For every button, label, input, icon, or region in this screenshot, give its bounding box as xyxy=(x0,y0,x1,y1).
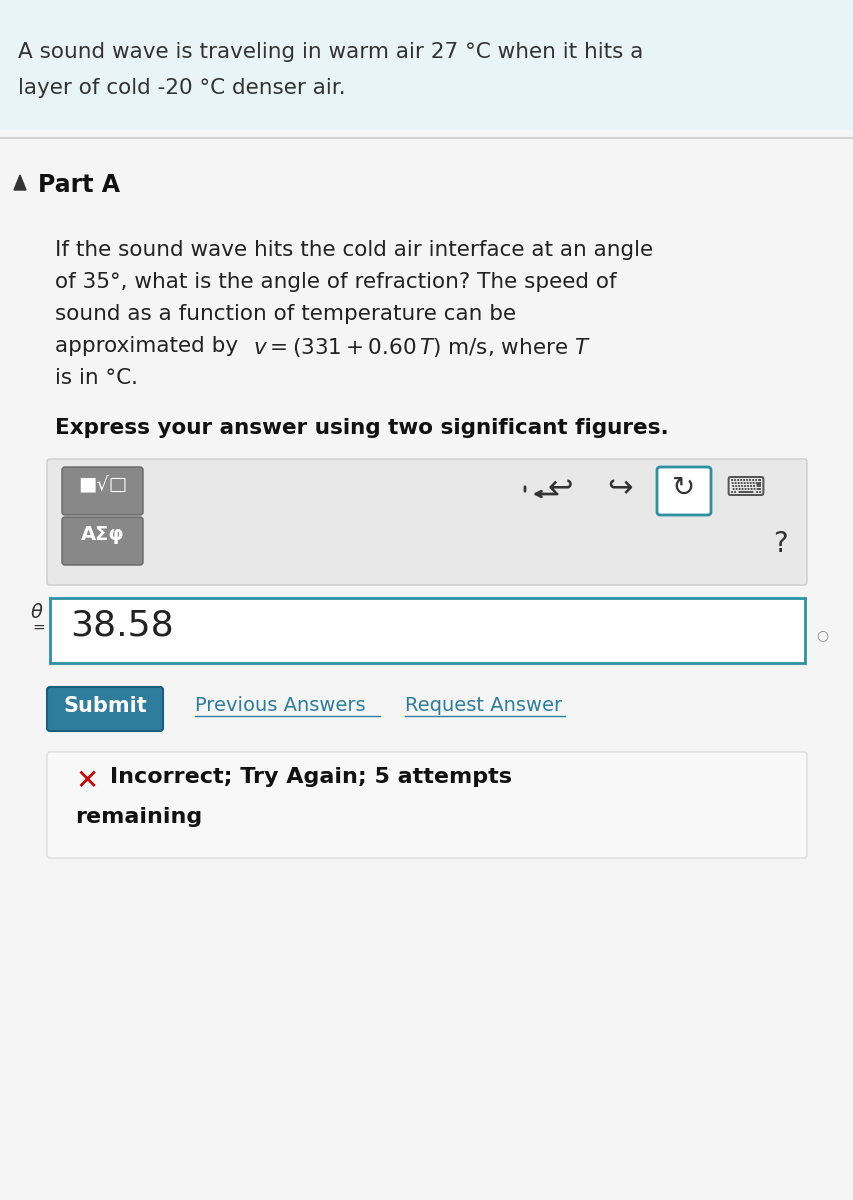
Text: Express your answer using two significant figures.: Express your answer using two significan… xyxy=(55,418,668,438)
Text: is in °C.: is in °C. xyxy=(55,368,138,388)
Text: remaining: remaining xyxy=(75,806,202,827)
FancyBboxPatch shape xyxy=(47,686,163,731)
Text: AΣφ: AΣφ xyxy=(81,526,125,544)
FancyBboxPatch shape xyxy=(0,0,853,130)
FancyBboxPatch shape xyxy=(0,138,853,1200)
Text: 38.58: 38.58 xyxy=(70,608,173,642)
FancyBboxPatch shape xyxy=(47,458,806,584)
Text: Part A: Part A xyxy=(38,173,120,197)
FancyBboxPatch shape xyxy=(50,598,804,662)
Text: ○: ○ xyxy=(815,628,827,642)
Text: layer of cold -20 °C denser air.: layer of cold -20 °C denser air. xyxy=(18,78,345,98)
Text: of 35°, what is the angle of refraction? The speed of: of 35°, what is the angle of refraction?… xyxy=(55,272,616,292)
Text: ↩: ↩ xyxy=(547,474,572,503)
Text: If the sound wave hits the cold air interface at an angle: If the sound wave hits the cold air inte… xyxy=(55,240,653,260)
Text: Submit: Submit xyxy=(63,696,147,716)
Text: $v = (331 + 0.60\,T)\ \mathrm{m/s}$, where $T$: $v = (331 + 0.60\,T)\ \mathrm{m/s}$, whe… xyxy=(252,336,590,359)
Text: ↻: ↻ xyxy=(671,474,695,502)
Polygon shape xyxy=(14,175,26,190)
FancyBboxPatch shape xyxy=(656,467,711,515)
Text: Incorrect; Try Again; 5 attempts: Incorrect; Try Again; 5 attempts xyxy=(110,767,512,787)
FancyBboxPatch shape xyxy=(62,517,142,565)
Text: ■√□: ■√□ xyxy=(78,474,127,493)
Text: ↪: ↪ xyxy=(606,474,632,503)
Text: $\theta$: $\theta$ xyxy=(30,602,44,622)
Text: =: = xyxy=(32,620,44,635)
Text: approximated by: approximated by xyxy=(55,336,245,356)
Text: sound as a function of temperature can be: sound as a function of temperature can b… xyxy=(55,304,515,324)
Text: ?: ? xyxy=(772,530,786,558)
FancyBboxPatch shape xyxy=(62,467,142,515)
FancyBboxPatch shape xyxy=(47,752,806,858)
Text: Previous Answers: Previous Answers xyxy=(194,696,365,715)
Text: Request Answer: Request Answer xyxy=(404,696,561,715)
Text: A sound wave is traveling in warm air 27 °C when it hits a: A sound wave is traveling in warm air 27… xyxy=(18,42,642,62)
Text: ✕: ✕ xyxy=(75,767,98,794)
Text: ⌨: ⌨ xyxy=(724,474,764,502)
